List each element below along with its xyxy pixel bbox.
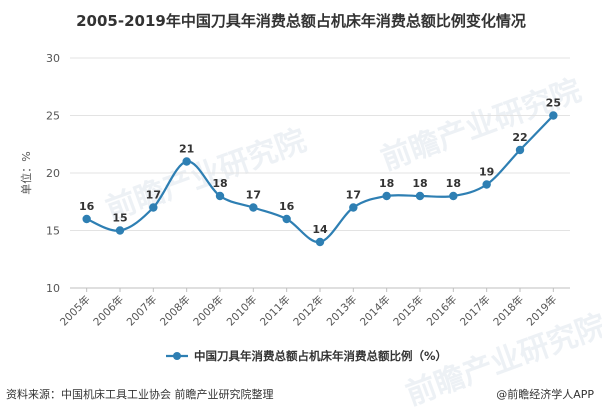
x-tick-label: 2019年 [524, 293, 560, 329]
x-tick-label: 2009年 [191, 293, 227, 329]
y-tick-label: 30 [46, 52, 60, 65]
series-line [82, 111, 558, 247]
y-tick-label: 20 [46, 167, 60, 180]
data-label: 19 [479, 166, 494, 179]
x-tick-label: 2016年 [424, 293, 460, 329]
x-tick-label: 2005年 [57, 293, 93, 329]
x-tick-label: 2008年 [157, 293, 193, 329]
data-label: 16 [79, 200, 95, 213]
data-point [515, 145, 525, 155]
legend: 中国刀具年消费总额占机床年消费总额比例（%） [166, 349, 447, 363]
data-label: 18 [412, 177, 427, 190]
data-point [82, 214, 91, 224]
y-tick-label: 25 [46, 110, 60, 123]
x-tick-label: 2007年 [124, 293, 160, 329]
data-label: 18 [212, 177, 227, 190]
data-label: 15 [112, 212, 127, 225]
data-label: 17 [146, 189, 161, 202]
grid-lines [70, 57, 570, 289]
x-tick-label: 2006年 [91, 293, 127, 329]
data-label: 21 [179, 143, 194, 156]
data-point [315, 237, 325, 247]
x-tick-label: 2013年 [324, 293, 360, 329]
legend-label: 中国刀具年消费总额占机床年消费总额比例（%） [194, 349, 447, 363]
data-label: 25 [546, 97, 561, 110]
data-point [449, 191, 458, 201]
legend-marker [173, 352, 181, 360]
x-tick-label: 2012年 [291, 293, 327, 329]
chart-title: 2005-2019年中国刀具年消费总额占机床年消费总额比例变化情况 [76, 12, 526, 30]
data-label: 14 [312, 223, 328, 236]
x-tick-label: 2011年 [257, 293, 293, 329]
data-point [482, 180, 491, 189]
data-point [182, 157, 191, 166]
data-point [149, 203, 158, 212]
x-tick-label: 2010年 [224, 293, 260, 329]
data-label: 16 [279, 200, 295, 213]
data-point [249, 203, 258, 212]
data-labels: 16 15 17 21 18 17 16 14 17 18 18 18 19 22 25 [79, 97, 561, 237]
x-tick-label: 2018年 [491, 293, 527, 329]
x-tick-label: 2017年 [457, 293, 493, 329]
data-point [349, 203, 358, 212]
x-tick-label: 2015年 [391, 293, 427, 329]
data-point [282, 214, 291, 224]
data-label: 22 [512, 131, 527, 144]
data-point [382, 191, 391, 201]
data-point [415, 191, 425, 201]
y-tick-label: 15 [46, 225, 60, 238]
data-point [549, 111, 558, 120]
data-label: 17 [246, 189, 261, 202]
data-point [215, 191, 225, 201]
x-tick-label: 2014年 [357, 293, 393, 329]
data-point [115, 226, 125, 235]
data-label: 18 [379, 177, 394, 190]
y-axis-label: 单位：% [19, 151, 33, 194]
brand-label: @前瞻经济学人APP [496, 388, 594, 401]
data-label: 17 [346, 189, 361, 202]
source-note: 资料来源：中国机床工具工业协会 前瞻产业研究院整理 [6, 388, 274, 401]
y-tick-label: 10 [46, 282, 60, 295]
data-label: 18 [446, 177, 461, 190]
